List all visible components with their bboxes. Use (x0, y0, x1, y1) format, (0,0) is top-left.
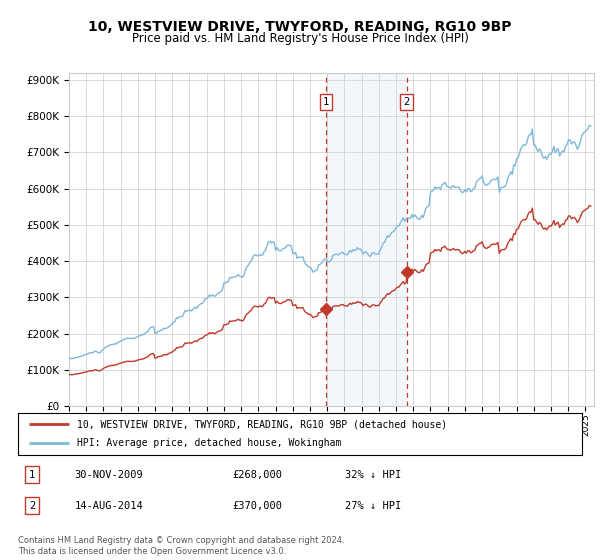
Text: 2: 2 (404, 97, 410, 107)
Text: 2: 2 (29, 501, 35, 511)
Text: 30-NOV-2009: 30-NOV-2009 (74, 470, 143, 480)
Text: 10, WESTVIEW DRIVE, TWYFORD, READING, RG10 9BP (detached house): 10, WESTVIEW DRIVE, TWYFORD, READING, RG… (77, 419, 448, 429)
Text: 14-AUG-2014: 14-AUG-2014 (74, 501, 143, 511)
Text: 1: 1 (29, 470, 35, 480)
Bar (326, 73, 407, 406)
Text: 27% ↓ HPI: 27% ↓ HPI (345, 501, 401, 511)
Text: £268,000: £268,000 (232, 470, 283, 480)
Text: Contains HM Land Registry data © Crown copyright and database right 2024.
This d: Contains HM Land Registry data © Crown c… (18, 536, 344, 556)
Text: HPI: Average price, detached house, Wokingham: HPI: Average price, detached house, Woki… (77, 438, 341, 449)
Text: £370,000: £370,000 (232, 501, 283, 511)
Text: Price paid vs. HM Land Registry's House Price Index (HPI): Price paid vs. HM Land Registry's House … (131, 32, 469, 45)
Text: 10, WESTVIEW DRIVE, TWYFORD, READING, RG10 9BP: 10, WESTVIEW DRIVE, TWYFORD, READING, RG… (88, 20, 512, 34)
Text: 32% ↓ HPI: 32% ↓ HPI (345, 470, 401, 480)
Text: 1: 1 (323, 97, 329, 107)
